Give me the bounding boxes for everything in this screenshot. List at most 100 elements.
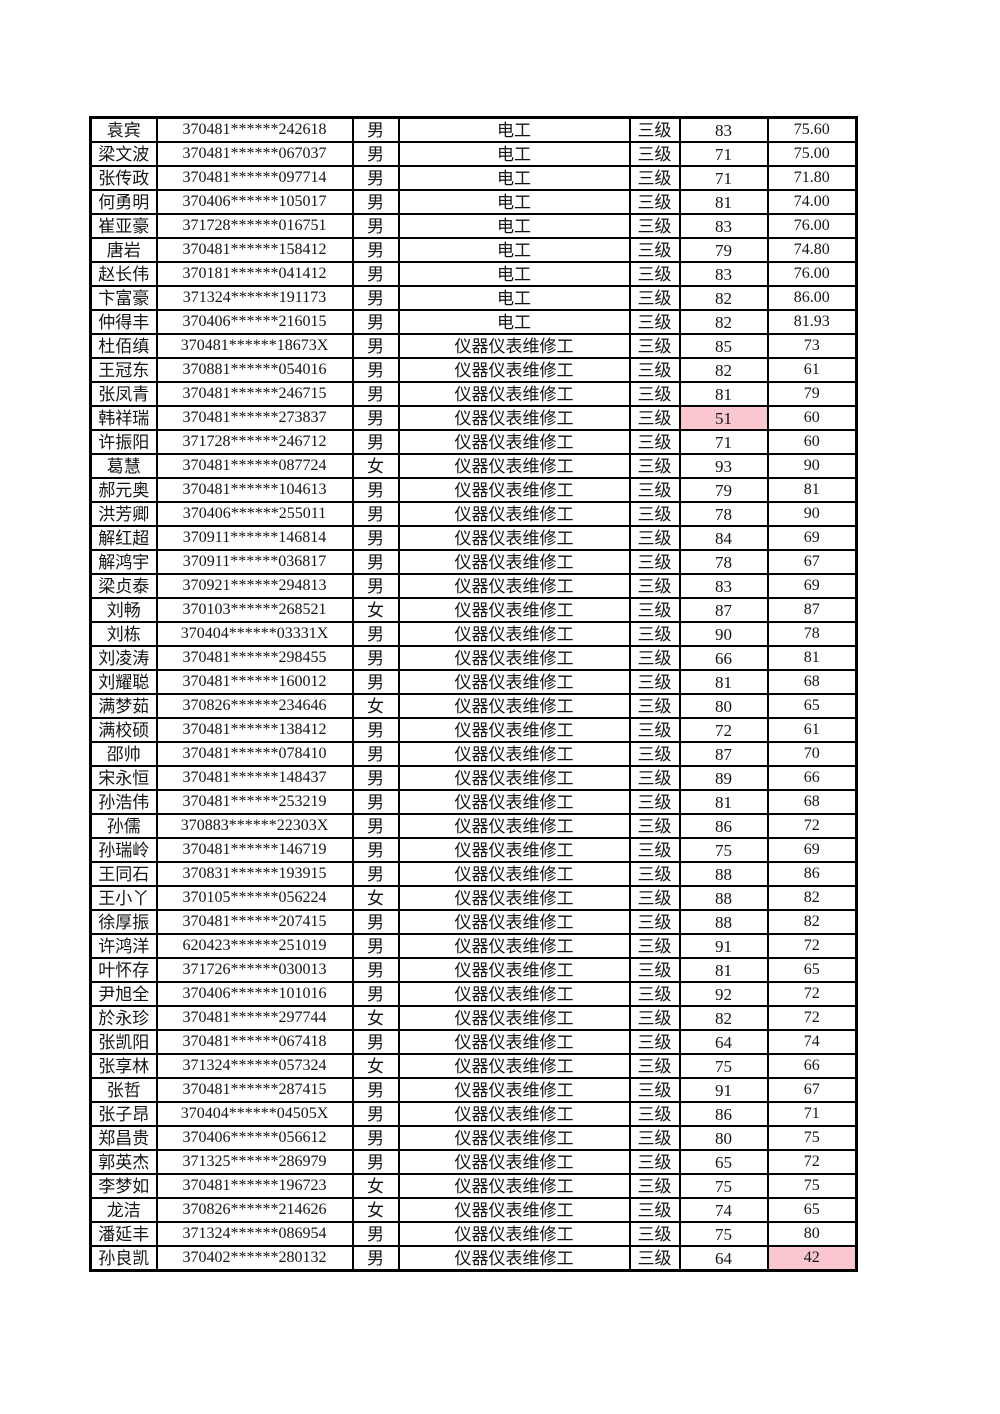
cell-name: 李梦如 <box>89 1173 158 1199</box>
cell-occupation: 仪器仪表维修工 <box>397 1245 631 1272</box>
cell-id-number: 370481******097714 <box>155 165 354 191</box>
cell-gender: 男 <box>351 813 400 839</box>
cell-name: 崔亚豪 <box>89 213 158 239</box>
table-row: 刘凌涛 370481******298455 男 仪器仪表维修工 三级 66 8… <box>89 645 858 671</box>
cell-score2: 42 <box>766 1245 858 1272</box>
cell-level: 三级 <box>628 597 681 623</box>
cell-gender: 男 <box>351 789 400 815</box>
cell-occupation: 仪器仪表维修工 <box>397 1221 631 1247</box>
cell-occupation: 仪器仪表维修工 <box>397 1197 631 1223</box>
cell-gender: 男 <box>351 909 400 935</box>
table-row: 李梦如 370481******196723 女 仪器仪表维修工 三级 75 7… <box>89 1173 858 1199</box>
cell-score2: 60 <box>766 429 858 455</box>
cell-score1: 82 <box>678 285 769 311</box>
cell-occupation: 仪器仪表维修工 <box>397 693 631 719</box>
cell-occupation: 仪器仪表维修工 <box>397 909 631 935</box>
cell-id-number: 370481******067037 <box>155 141 354 167</box>
cell-occupation: 仪器仪表维修工 <box>397 477 631 503</box>
cell-score1: 88 <box>678 861 769 887</box>
cell-name: 杜佰缜 <box>89 333 158 359</box>
cell-score2: 78 <box>766 621 858 647</box>
table-row: 邵帅 370481******078410 男 仪器仪表维修工 三级 87 70 <box>89 741 858 767</box>
cell-score2: 81 <box>766 477 858 503</box>
cell-score1: 81 <box>678 789 769 815</box>
cell-name: 韩祥瑞 <box>89 405 158 431</box>
cell-level: 三级 <box>628 1245 681 1272</box>
cell-score1: 82 <box>678 357 769 383</box>
cell-level: 三级 <box>628 213 681 239</box>
cell-occupation: 仪器仪表维修工 <box>397 381 631 407</box>
cell-occupation: 仪器仪表维修工 <box>397 1077 631 1103</box>
cell-score2: 69 <box>766 573 858 599</box>
cell-score1: 64 <box>678 1245 769 1272</box>
cell-score2: 75.00 <box>766 141 858 167</box>
cell-id-number: 370481******287415 <box>155 1077 354 1103</box>
cell-gender: 男 <box>351 933 400 959</box>
cell-score2: 74.00 <box>766 189 858 215</box>
cell-level: 三级 <box>628 1197 681 1223</box>
cell-level: 三级 <box>628 717 681 743</box>
table-row: 徐厚振 370481******207415 男 仪器仪表维修工 三级 88 8… <box>89 909 858 935</box>
cell-score1: 75 <box>678 1221 769 1247</box>
cell-id-number: 370481******067418 <box>155 1029 354 1055</box>
cell-gender: 男 <box>351 765 400 791</box>
cell-score1: 65 <box>678 1149 769 1175</box>
cell-score2: 74.80 <box>766 237 858 263</box>
table-row: 葛慧 370481******087724 女 仪器仪表维修工 三级 93 90 <box>89 453 858 479</box>
cell-id-number: 370881******054016 <box>155 357 354 383</box>
cell-id-number: 370105******056224 <box>155 885 354 911</box>
cell-gender: 男 <box>351 1221 400 1247</box>
cell-level: 三级 <box>628 1077 681 1103</box>
cell-score1: 71 <box>678 429 769 455</box>
cell-name: 张哲 <box>89 1077 158 1103</box>
cell-occupation: 仪器仪表维修工 <box>397 1125 631 1151</box>
cell-id-number: 371325******286979 <box>155 1149 354 1175</box>
cell-score2: 70 <box>766 741 858 767</box>
cell-score1: 75 <box>678 1173 769 1199</box>
cell-score2: 66 <box>766 1053 858 1079</box>
cell-id-number: 370481******207415 <box>155 909 354 935</box>
table-row: 何勇明 370406******105017 男 电工 三级 81 74.00 <box>89 189 858 215</box>
cell-name: 张享林 <box>89 1053 158 1079</box>
table-row: 孙浩伟 370481******253219 男 仪器仪表维修工 三级 81 6… <box>89 789 858 815</box>
cell-score1: 84 <box>678 525 769 551</box>
cell-score2: 87 <box>766 597 858 623</box>
table-row: 解红超 370911******146814 男 仪器仪表维修工 三级 84 6… <box>89 525 858 551</box>
cell-gender: 男 <box>351 669 400 695</box>
cell-score1: 72 <box>678 717 769 743</box>
table-row: 张享林 371324******057324 女 仪器仪表维修工 三级 75 6… <box>89 1053 858 1079</box>
cell-level: 三级 <box>628 477 681 503</box>
table-row: 赵长伟 370181******041412 男 电工 三级 83 76.00 <box>89 261 858 287</box>
cell-score1: 80 <box>678 1125 769 1151</box>
cell-occupation: 仪器仪表维修工 <box>397 453 631 479</box>
cell-occupation: 电工 <box>397 309 631 335</box>
cell-id-number: 370883******22303X <box>155 813 354 839</box>
cell-level: 三级 <box>628 1221 681 1247</box>
cell-level: 三级 <box>628 285 681 311</box>
cell-score1: 82 <box>678 1005 769 1031</box>
cell-level: 三级 <box>628 621 681 647</box>
cell-level: 三级 <box>628 453 681 479</box>
cell-gender: 男 <box>351 1101 400 1127</box>
cell-score2: 61 <box>766 357 858 383</box>
cell-score1: 51 <box>678 405 769 431</box>
cell-score2: 72 <box>766 933 858 959</box>
cell-name: 王小丫 <box>89 885 158 911</box>
cell-id-number: 370103******268521 <box>155 597 354 623</box>
table-row: 郭英杰 371325******286979 男 仪器仪表维修工 三级 65 7… <box>89 1149 858 1175</box>
cell-score1: 83 <box>678 213 769 239</box>
cell-occupation: 电工 <box>397 189 631 215</box>
table-row: 宋永恒 370481******148437 男 仪器仪表维修工 三级 89 6… <box>89 765 858 791</box>
cell-gender: 男 <box>351 165 400 191</box>
table-row: 仲得丰 370406******216015 男 电工 三级 82 81.93 <box>89 309 858 335</box>
cell-level: 三级 <box>628 405 681 431</box>
cell-occupation: 仪器仪表维修工 <box>397 933 631 959</box>
cell-gender: 女 <box>351 1053 400 1079</box>
cell-occupation: 仪器仪表维修工 <box>397 669 631 695</box>
cell-score1: 90 <box>678 621 769 647</box>
cell-name: 孙良凯 <box>89 1245 158 1272</box>
cell-score2: 82 <box>766 885 858 911</box>
cell-name: 袁宾 <box>89 116 158 143</box>
cell-level: 三级 <box>628 861 681 887</box>
cell-score2: 79 <box>766 381 858 407</box>
